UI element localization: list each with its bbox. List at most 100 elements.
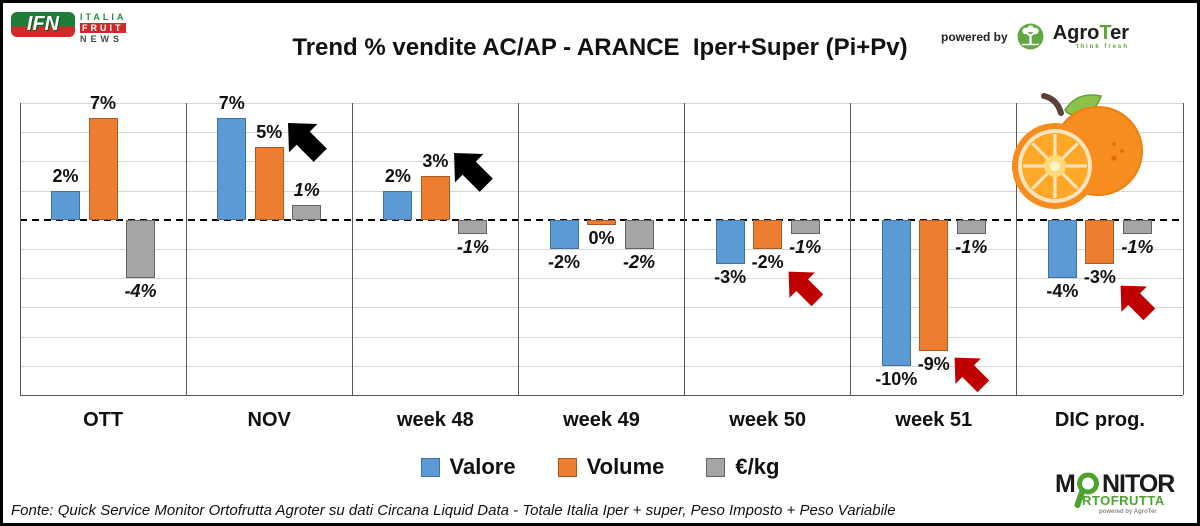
bar-value-label: 3% — [422, 151, 449, 171]
category-label-week 51: week 51 — [895, 409, 973, 431]
ifn-wordmark: ITALIA FRUIT NEWS — [80, 12, 126, 44]
category-label-DIC prog.: DIC prog. — [1054, 409, 1145, 431]
category-separator — [684, 103, 686, 395]
bar-value-label: -3% — [1083, 266, 1116, 287]
bar-Valore-week 49 — [549, 219, 579, 249]
agroter-name-part2: T — [1099, 22, 1111, 44]
gridline — [20, 249, 1183, 250]
bar-€/kg-week 50 — [790, 219, 820, 235]
orange-fruit-illustration — [1012, 93, 1143, 209]
bar-value-label: 2% — [52, 165, 79, 186]
agroter-tagline: think fresh — [1076, 44, 1129, 50]
powered-by-block: powered by AgroTer think fresh — [941, 23, 1129, 50]
category-label-OTT: OTT — [83, 409, 124, 431]
bar-€/kg-week 49 — [624, 219, 654, 249]
bar-value-label: 2% — [384, 165, 411, 186]
gridline — [20, 190, 1183, 192]
agroter-name: AgroTer — [1053, 23, 1129, 43]
x-axis-line — [20, 395, 1183, 396]
bar-Volume-week 51 — [919, 219, 949, 352]
source-note: Fonte: Quick Service Monitor Ortofrutta … — [11, 502, 896, 519]
trend-arrow-icon — [785, 268, 827, 315]
bar-value-label: -4% — [124, 281, 157, 302]
bar-value-label: 1% — [293, 180, 320, 201]
bar-value-label: 7% — [90, 92, 117, 113]
bar-Volume-week 49 — [587, 219, 616, 225]
agroter-name-part1: Agro — [1052, 22, 1100, 44]
bar-value-label: -2% — [751, 252, 784, 272]
gridline — [20, 103, 1183, 104]
legend-item-volume: Volume — [557, 454, 664, 480]
magnifier-icon — [1074, 472, 1099, 508]
bar-value-label: -1% — [1121, 237, 1154, 258]
bar-value-label: -1% — [456, 237, 489, 258]
category-separator — [850, 103, 852, 395]
bar-value-label: 0% — [588, 227, 615, 248]
monitor-ortofrutta-text: RTOFRUTTA — [1082, 493, 1165, 508]
category-separator — [19, 103, 21, 395]
trend-arrow-icon — [1117, 282, 1159, 329]
bar-value-label: -9% — [917, 354, 950, 375]
bar-€/kg-week 48 — [458, 219, 488, 235]
bar-€/kg-OTT — [126, 219, 156, 279]
bar-value-label: -3% — [714, 266, 747, 287]
bar-value-label: -2% — [622, 252, 655, 272]
bar-value-label: -1% — [789, 237, 822, 258]
bar-Valore-OTT — [51, 190, 81, 220]
ifn-line-italia: ITALIA — [80, 12, 127, 22]
volume-swatch-icon — [557, 457, 577, 477]
legend-label-valore: Valore — [449, 454, 516, 479]
legend: Valore Volume €/kg — [3, 454, 1197, 480]
ifn-line-news: NEWS — [80, 34, 123, 44]
valore-swatch-icon — [420, 457, 440, 477]
bar-Volume-OTT — [88, 117, 118, 220]
gridline — [20, 161, 1183, 163]
category-separator — [1016, 103, 1018, 395]
monitor-m: M — [1055, 470, 1076, 498]
legend-item-valore: Valore — [420, 454, 516, 480]
ifn-badge-icon: IFN — [11, 12, 75, 37]
bar-Volume-week 48 — [420, 176, 450, 220]
trend-arrow-icon — [284, 119, 331, 171]
bar-Valore-week 51 — [881, 219, 911, 366]
bar-€/kg-week 51 — [956, 219, 986, 235]
powered-by-label: powered by — [941, 29, 1008, 44]
gridline — [20, 278, 1183, 280]
bar-value-label: -1% — [955, 237, 988, 258]
bar-Volume-DIC prog. — [1085, 219, 1115, 264]
bar-value-label: 5% — [256, 121, 283, 142]
chart-title: Trend % vendite AC/AP - ARANCE Iper+Supe… — [292, 34, 908, 61]
agroter-wordmark: AgroTer think fresh — [1053, 23, 1129, 50]
bar-Valore-DIC prog. — [1047, 219, 1077, 279]
bar-value-label: 7% — [218, 92, 245, 113]
bar-Valore-week 48 — [383, 190, 413, 220]
trend-arrow-icon — [951, 354, 993, 401]
category-label-week 49: week 49 — [563, 409, 640, 431]
bar-Valore-week 50 — [715, 219, 745, 264]
bar-Volume-NOV — [254, 146, 284, 220]
trend-arrow-icon — [450, 149, 497, 201]
legend-label-eur-kg: €/kg — [735, 454, 780, 479]
category-label-week 48: week 48 — [396, 409, 474, 431]
legend-item-eur-kg: €/kg — [706, 454, 779, 480]
gridline — [20, 336, 1183, 338]
category-separator — [1182, 103, 1184, 395]
monitor-nitor: NITOR — [1102, 470, 1175, 498]
gridline — [20, 365, 1183, 367]
category-separator — [517, 103, 519, 395]
gridline — [20, 132, 1183, 134]
eur-kg-swatch-icon — [706, 457, 726, 477]
monitor-ortofrutta-logo: M NITOR RTOFRUTTA powered by AgroTer — [1055, 470, 1187, 520]
monitor-powered-by: powered by AgroTer — [1099, 509, 1157, 515]
bar-Valore-NOV — [217, 117, 247, 220]
category-separator — [185, 103, 187, 395]
gridline — [20, 307, 1183, 309]
category-label-week 50: week 50 — [729, 409, 806, 431]
bar-Volume-week 50 — [753, 219, 783, 249]
ifn-logo: IFN ITALIA FRUIT NEWS — [11, 12, 126, 44]
agroter-name-part3: er — [1110, 22, 1129, 44]
bar-value-label: -4% — [1046, 281, 1079, 302]
ifn-line-fruit: FRUIT — [80, 23, 126, 33]
bar-€/kg-DIC prog. — [1122, 219, 1152, 235]
